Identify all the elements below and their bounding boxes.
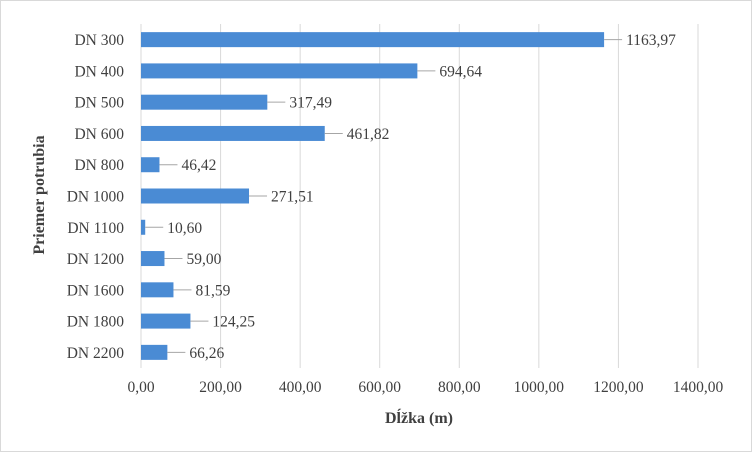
bar	[141, 125, 325, 141]
data-label: 46,42	[181, 157, 216, 174]
x-tick-label: 1000,00	[514, 379, 565, 396]
x-tick-labels: 0,00 200,00 400,00 600,00 800,00 1000,00 1200,…	[127, 379, 723, 396]
x-tick-label: 1400,00	[673, 379, 724, 396]
category-label: DN 1000	[67, 189, 125, 206]
bar	[141, 313, 191, 329]
category-label: DN 1100	[67, 220, 124, 237]
category-label: DN 300	[74, 32, 124, 49]
data-labels: 1163,97 694,64 317,49 461,82 46,42 271,51 10,6…	[167, 32, 676, 362]
bar	[141, 63, 418, 79]
data-label: 461,82	[347, 126, 390, 143]
category-label: DN 1200	[67, 251, 125, 268]
category-label: DN 800	[74, 157, 124, 174]
x-axis-title: Dĺžka (m)	[385, 408, 453, 427]
x-tick-label: 800,00	[438, 379, 481, 396]
data-label: 317,49	[289, 95, 332, 112]
data-label: 124,25	[212, 314, 255, 331]
data-label: 694,64	[439, 63, 482, 80]
category-label: DN 500	[74, 95, 124, 112]
gridlines	[140, 24, 699, 368]
category-label: DN 400	[74, 63, 124, 80]
category-labels: DN 300 DN 400 DN 500 DN 600 DN 800 DN 1000 DN …	[67, 32, 125, 362]
data-label: 271,51	[271, 189, 314, 206]
bar	[141, 344, 168, 360]
bar	[141, 219, 146, 235]
x-tick-label: 600,00	[358, 379, 401, 396]
x-tick-label: 400,00	[279, 379, 322, 396]
x-tick-label: 0,00	[127, 379, 154, 396]
bar	[141, 157, 160, 173]
data-label: 66,26	[189, 345, 224, 362]
category-label: DN 2200	[67, 345, 125, 362]
bar	[141, 32, 605, 48]
category-label: DN 600	[74, 126, 124, 143]
data-label: 59,00	[186, 251, 221, 268]
data-label: 10,60	[167, 220, 202, 237]
data-label: 81,59	[195, 282, 230, 299]
bars	[141, 32, 605, 360]
category-label: DN 1600	[67, 282, 125, 299]
bar	[141, 282, 174, 298]
bar	[141, 251, 165, 267]
category-label: DN 1800	[67, 314, 125, 331]
data-label: 1163,97	[626, 32, 676, 49]
bar	[141, 188, 250, 204]
x-tick-label: 1200,00	[593, 379, 644, 396]
bar	[141, 94, 268, 110]
leader-lines	[145, 39, 623, 353]
y-axis-title: Priemer potrubia	[31, 135, 48, 254]
x-tick-label: 200,00	[199, 379, 242, 396]
